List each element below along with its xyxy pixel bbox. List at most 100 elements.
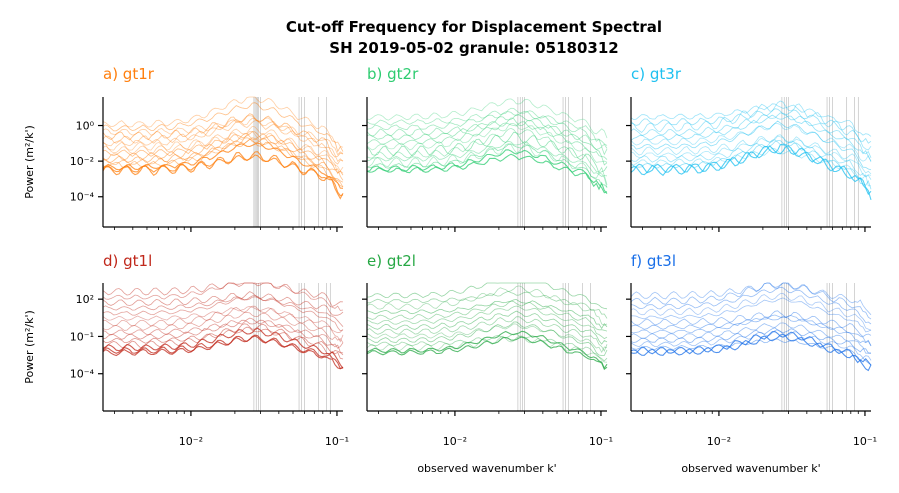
panel-6: f) gt3l 10⁻² 10⁻¹ observed wavenumber k' bbox=[626, 252, 877, 475]
panel-title: f) gt3l bbox=[631, 252, 676, 270]
spectrum-series-line bbox=[102, 319, 344, 354]
spectrum-series-line bbox=[366, 285, 608, 326]
spectrum-series-line bbox=[630, 120, 872, 171]
spectrum-series-line bbox=[102, 113, 344, 158]
spectrum-series-line bbox=[102, 102, 344, 153]
spectrum-series-line bbox=[366, 114, 608, 160]
spectrum-series-line bbox=[102, 133, 344, 181]
spectrum-series-line bbox=[366, 335, 608, 363]
spectrum-series-line bbox=[366, 282, 608, 310]
y-tick-label: 10⁰ bbox=[76, 120, 95, 133]
x-tick-label: 10⁻² bbox=[443, 435, 467, 448]
spectrum-series-line bbox=[630, 297, 872, 333]
spectrum-series-line bbox=[366, 321, 608, 356]
spectrum-series-line bbox=[367, 290, 608, 319]
spectrum-series-line bbox=[630, 135, 872, 177]
spectrum-series-line bbox=[630, 122, 872, 163]
spectrum-series-line bbox=[366, 127, 608, 177]
panel-1: a) gt1r 10⁰ 10⁻² 10⁻⁴ Power (m²/k') bbox=[23, 65, 344, 232]
spectrum-series-line bbox=[630, 112, 872, 158]
spectrum-series-line bbox=[366, 143, 608, 189]
spectrum-series-line bbox=[366, 107, 608, 146]
spectrum-series-line bbox=[630, 103, 872, 137]
panel-5: e) gt2l 10⁻² 10⁻¹ observed wavenumber k' bbox=[362, 252, 613, 475]
spectrum-series-line bbox=[630, 282, 872, 320]
spectrum-series-line bbox=[102, 312, 344, 343]
spectrum-series-line bbox=[102, 282, 344, 308]
spectrum-series-line bbox=[630, 143, 872, 196]
spectrum-series-line bbox=[366, 310, 608, 345]
spectrum-series-line bbox=[102, 291, 344, 316]
spectrum-series-line bbox=[366, 336, 608, 371]
spectrum-series-line bbox=[102, 326, 344, 356]
spectrum-series-line bbox=[102, 125, 344, 175]
y-axis-label: Power (m²/k') bbox=[23, 125, 36, 199]
x-tick-label: 10⁻² bbox=[179, 435, 203, 448]
spectrum-series-line bbox=[366, 110, 608, 149]
y-tick-label: 10² bbox=[76, 293, 94, 306]
spectrum-series-line bbox=[366, 98, 608, 139]
spectrum-series-line bbox=[630, 286, 872, 325]
spectrum-series-line bbox=[102, 327, 344, 369]
x-tick-label: 10⁻¹ bbox=[325, 435, 349, 448]
spectrum-series-line bbox=[102, 334, 344, 370]
spectrum-series-line bbox=[630, 331, 872, 366]
spectrum-series-line bbox=[366, 131, 608, 174]
panel-4: d) gt1l 10² 10⁻¹ 10⁻⁴ Power (m²/k') 10⁻² 10⁻¹ bbox=[23, 252, 349, 448]
panel-title: d) gt1l bbox=[103, 252, 152, 270]
spectrum-series-line bbox=[102, 96, 344, 148]
spectrum-series-line bbox=[102, 138, 344, 183]
spectrum-series-line bbox=[630, 329, 872, 361]
spectrum-series-line bbox=[366, 143, 608, 188]
panel-title: b) gt2r bbox=[367, 65, 419, 83]
spectrum-series-line bbox=[366, 305, 608, 340]
x-tick-label: 10⁻¹ bbox=[853, 435, 877, 448]
spectrum-series-line bbox=[102, 117, 344, 156]
spectrum-series-line bbox=[630, 315, 872, 346]
spectrum-series-line bbox=[630, 134, 872, 175]
spectrum-series-line bbox=[102, 305, 344, 343]
panel-title: e) gt2l bbox=[367, 252, 416, 270]
spectrum-series-line bbox=[366, 153, 608, 194]
spectrum-series-line bbox=[630, 139, 872, 180]
y-axis-label: Power (m²/k') bbox=[23, 310, 36, 384]
x-tick-label: 10⁻¹ bbox=[589, 435, 613, 448]
spectrum-series-line bbox=[630, 314, 872, 347]
spectrum-series-line bbox=[102, 142, 344, 189]
spectrum-series-line bbox=[630, 333, 872, 372]
panel-title: a) gt1r bbox=[103, 65, 155, 83]
panel-2: b) gt2r bbox=[362, 65, 608, 232]
panel-3: c) gt3r bbox=[626, 65, 872, 232]
spectrum-series-line bbox=[102, 305, 344, 334]
spectrum-series-line bbox=[630, 108, 872, 144]
spectrum-series-line bbox=[366, 300, 608, 332]
spectrum-series-line bbox=[630, 310, 872, 338]
spectrum-series-line bbox=[630, 140, 872, 190]
spectrum-series-line bbox=[366, 149, 608, 194]
spectrum-series-line bbox=[630, 292, 872, 331]
spectrum-series-line bbox=[366, 117, 608, 156]
figure-title-line1: Cut-off Frequency for Displacement Spect… bbox=[286, 18, 662, 36]
spectrum-series-line bbox=[102, 131, 344, 176]
spectrum-series-line bbox=[630, 114, 872, 162]
spectrum-series-line bbox=[366, 299, 608, 330]
spectrum-series-line bbox=[366, 121, 608, 166]
y-tick-label: 10⁻² bbox=[70, 155, 94, 168]
spectrum-series-line bbox=[102, 120, 344, 163]
spectrum-series-line bbox=[630, 327, 872, 354]
spectrum-series-line bbox=[366, 316, 608, 352]
x-axis-label: observed wavenumber k' bbox=[417, 462, 556, 475]
spectrum-series-line bbox=[102, 335, 344, 370]
spectrum-series-line bbox=[102, 115, 344, 165]
spectrum-series-line bbox=[630, 338, 872, 366]
spectrum-series-line bbox=[102, 137, 344, 188]
spectrum-series-line bbox=[630, 282, 872, 316]
spectrum-series-line bbox=[630, 145, 872, 201]
spectrum-series-line bbox=[366, 333, 608, 362]
spectrum-series-line bbox=[102, 295, 344, 327]
spectrum-series-line bbox=[630, 322, 872, 354]
x-tick-label: 10⁻² bbox=[707, 435, 731, 448]
figure-title-line2: SH 2019-05-02 granule: 05180312 bbox=[329, 39, 618, 57]
spectrum-series-line bbox=[366, 122, 608, 163]
